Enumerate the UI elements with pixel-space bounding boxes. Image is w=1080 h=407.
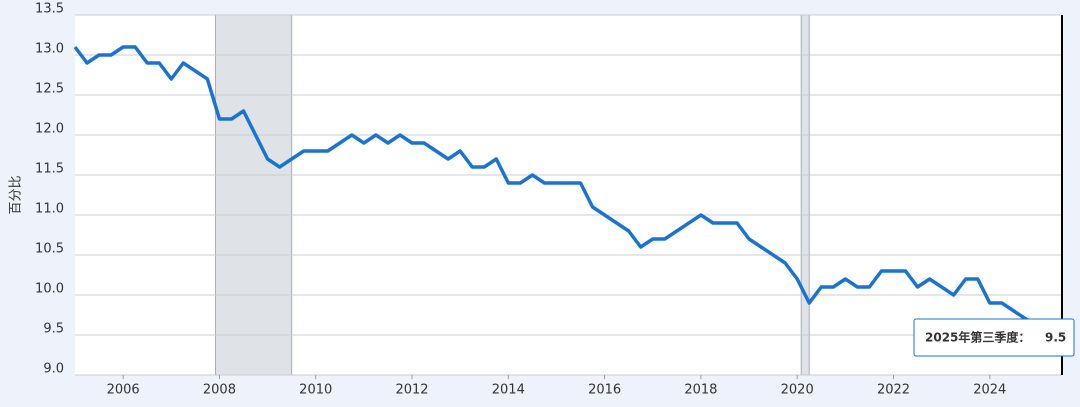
y-tick-label: 9.5 bbox=[43, 322, 64, 337]
x-tick-label: 2010 bbox=[299, 383, 332, 398]
x-tick-label: 2014 bbox=[492, 383, 525, 398]
y-tick-label: 12.5 bbox=[35, 82, 64, 97]
x-tick-label: 2022 bbox=[877, 383, 910, 398]
y-tick-label: 10.0 bbox=[35, 282, 64, 297]
tooltip-value: 9.5 bbox=[1045, 331, 1066, 345]
y-tick-label: 9.0 bbox=[43, 362, 64, 377]
x-tick-label: 2008 bbox=[203, 383, 236, 398]
y-tick-label: 13.5 bbox=[35, 2, 64, 17]
y-tick-label: 10.5 bbox=[35, 242, 64, 257]
recession-band bbox=[800, 14, 810, 376]
x-tick-label: 2006 bbox=[107, 383, 140, 398]
tooltip-label: 2025年第三季度： bbox=[925, 330, 1030, 345]
y-tick-label: 11.5 bbox=[35, 162, 64, 177]
tooltip-box bbox=[913, 318, 1075, 357]
y-tick-label: 13.0 bbox=[35, 42, 64, 57]
x-tick-label: 2020 bbox=[781, 383, 814, 398]
recession-band bbox=[214, 14, 293, 376]
x-tick-label: 2012 bbox=[395, 383, 428, 398]
line-series bbox=[73, 45, 1063, 337]
x-tick-label: 2018 bbox=[684, 383, 717, 398]
y-tick-label: 12.0 bbox=[35, 122, 64, 137]
y-tick-label: 11.0 bbox=[35, 202, 64, 217]
tooltip: 2025年第三季度： 9.5 bbox=[913, 318, 1075, 357]
x-tick-label: 2016 bbox=[588, 383, 621, 398]
y-axis-label: 百分比 bbox=[9, 175, 24, 214]
x-tick-label: 2024 bbox=[973, 383, 1006, 398]
